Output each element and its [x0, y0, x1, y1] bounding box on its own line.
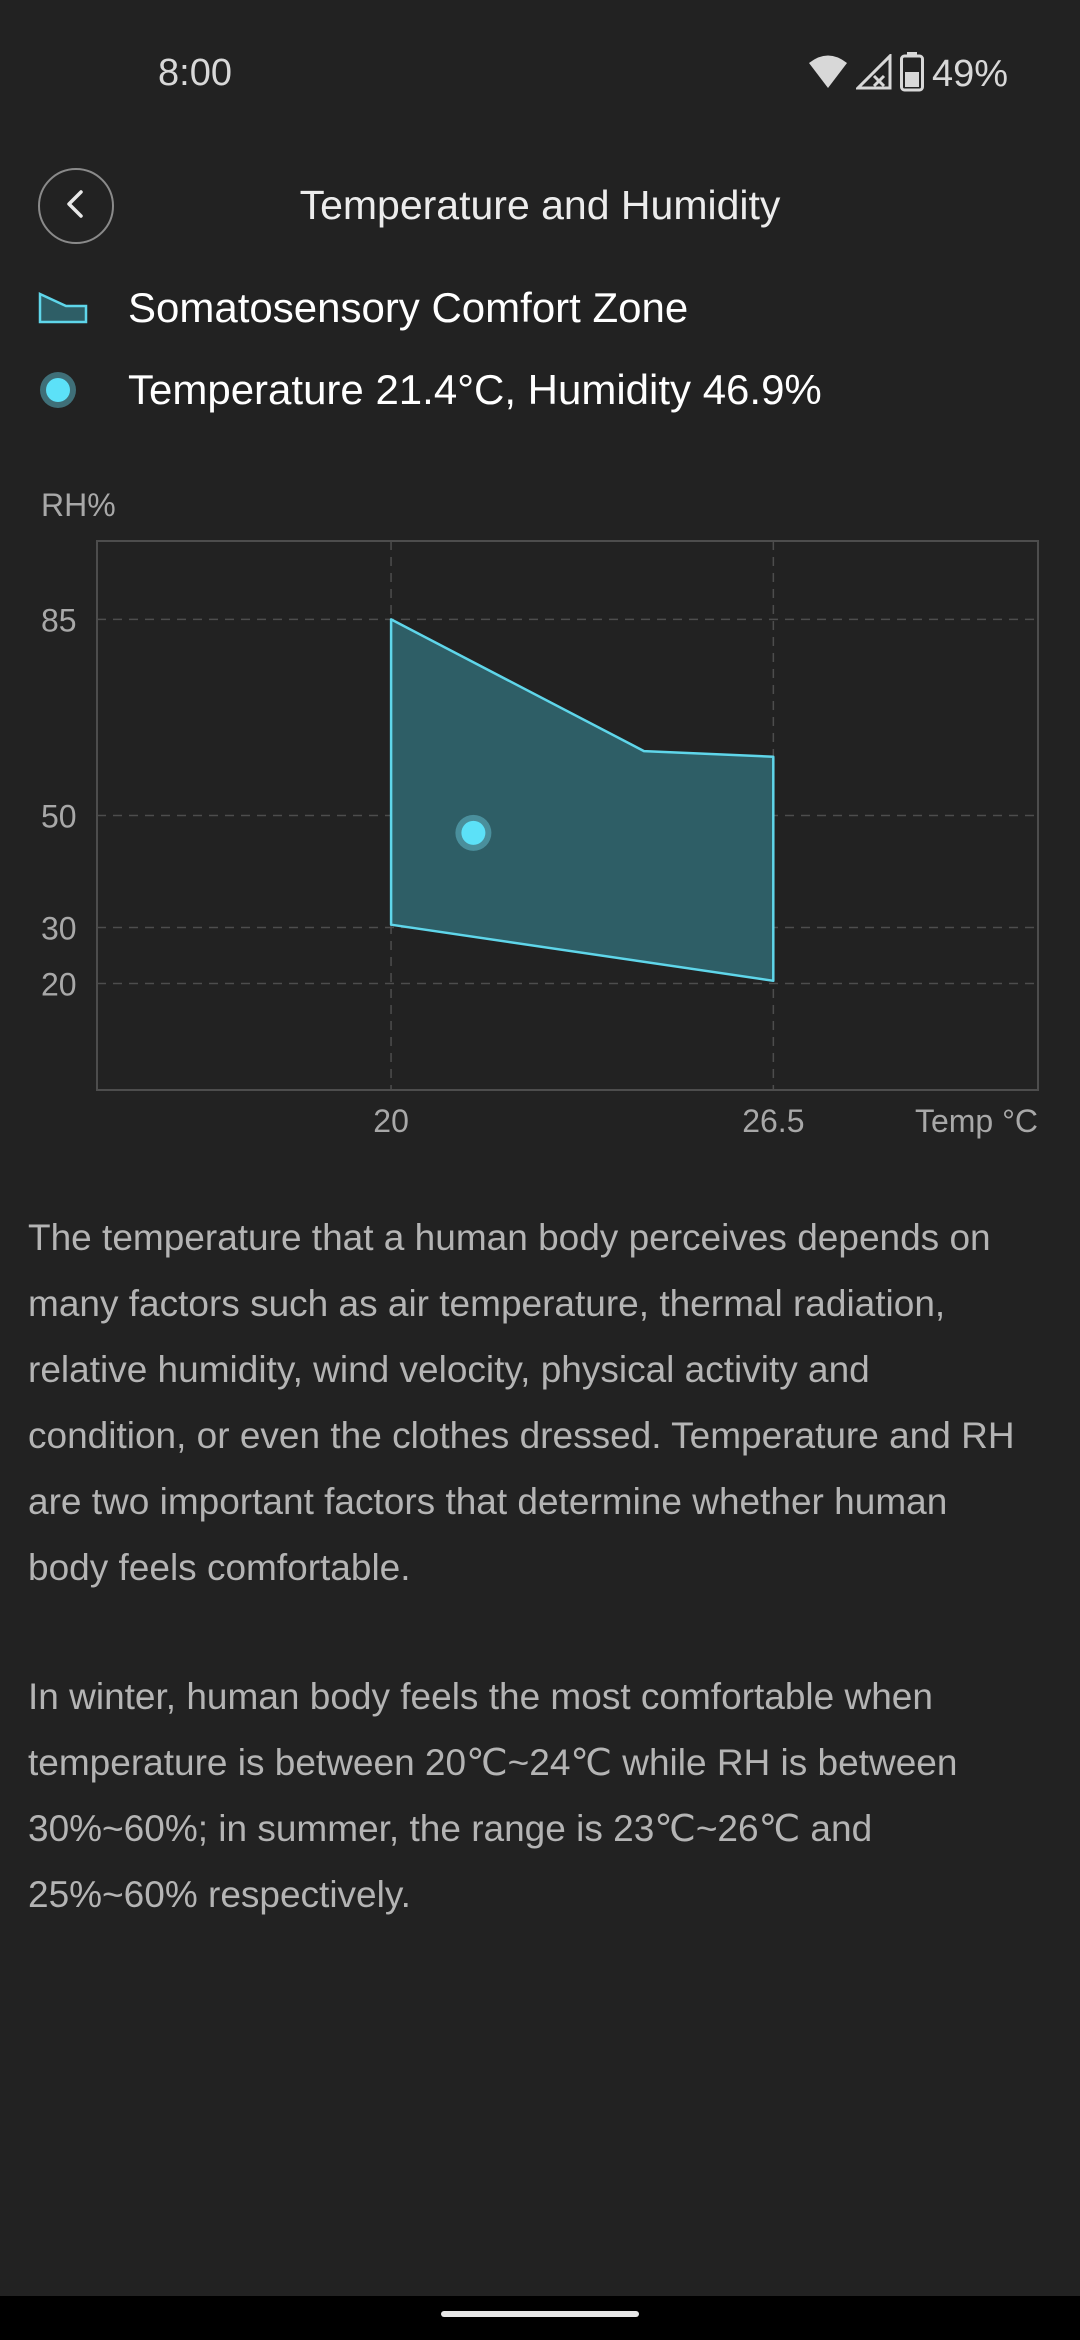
comfort-chart: 85 50 30 20 20 26.5 RH% Temp °C	[0, 480, 1080, 1160]
legend-point-label: Temperature 21.4°C, Humidity 46.9%	[128, 366, 822, 413]
legend-zone-label: Somatosensory Comfort Zone	[128, 284, 689, 331]
legend-comfort-zone: Somatosensory Comfort Zone	[38, 280, 1038, 336]
signal-off-icon	[854, 52, 892, 95]
navigation-bar	[0, 2296, 1080, 2340]
wifi-icon	[808, 54, 848, 95]
x-tick-label: 20	[373, 1103, 409, 1139]
current-point-icon	[38, 364, 90, 416]
status-icons: 49%	[808, 52, 1008, 97]
y-tick-label: 50	[41, 799, 77, 835]
y-tick-label: 20	[41, 967, 77, 1003]
y-tick-label: 30	[41, 911, 77, 947]
status-bar: 8:00 49%	[0, 0, 1080, 150]
current-point-marker	[461, 820, 486, 845]
y-tick-label: 85	[41, 602, 77, 638]
page-title: Temperature and Humidity	[299, 182, 781, 228]
description-paragraph-1: The temperature that a human body percei…	[28, 1217, 1015, 1588]
status-time: 8:00	[158, 52, 232, 94]
battery-percent: 49%	[931, 53, 1008, 95]
x-tick-label: 26.5	[742, 1103, 804, 1139]
legend-current-reading: Temperature 21.4°C, Humidity 46.9%	[38, 362, 1038, 418]
description-paragraph-2: In winter, human body feels the most com…	[28, 1676, 958, 1915]
chevron-left-icon	[58, 186, 94, 227]
zone-shape-icon	[38, 282, 90, 334]
header: Temperature and Humidity	[0, 160, 1080, 250]
comfort-zone-polygon	[389, 618, 775, 983]
y-axis-label: RH%	[41, 487, 116, 523]
home-gesture-handle[interactable]	[441, 2311, 639, 2317]
battery-icon	[899, 52, 924, 97]
x-axis-label: Temp °C	[915, 1103, 1038, 1139]
back-button[interactable]	[38, 168, 114, 244]
comfort-chart-svg: 85 50 30 20 20 26.5 RH% Temp °C	[41, 487, 1039, 1139]
